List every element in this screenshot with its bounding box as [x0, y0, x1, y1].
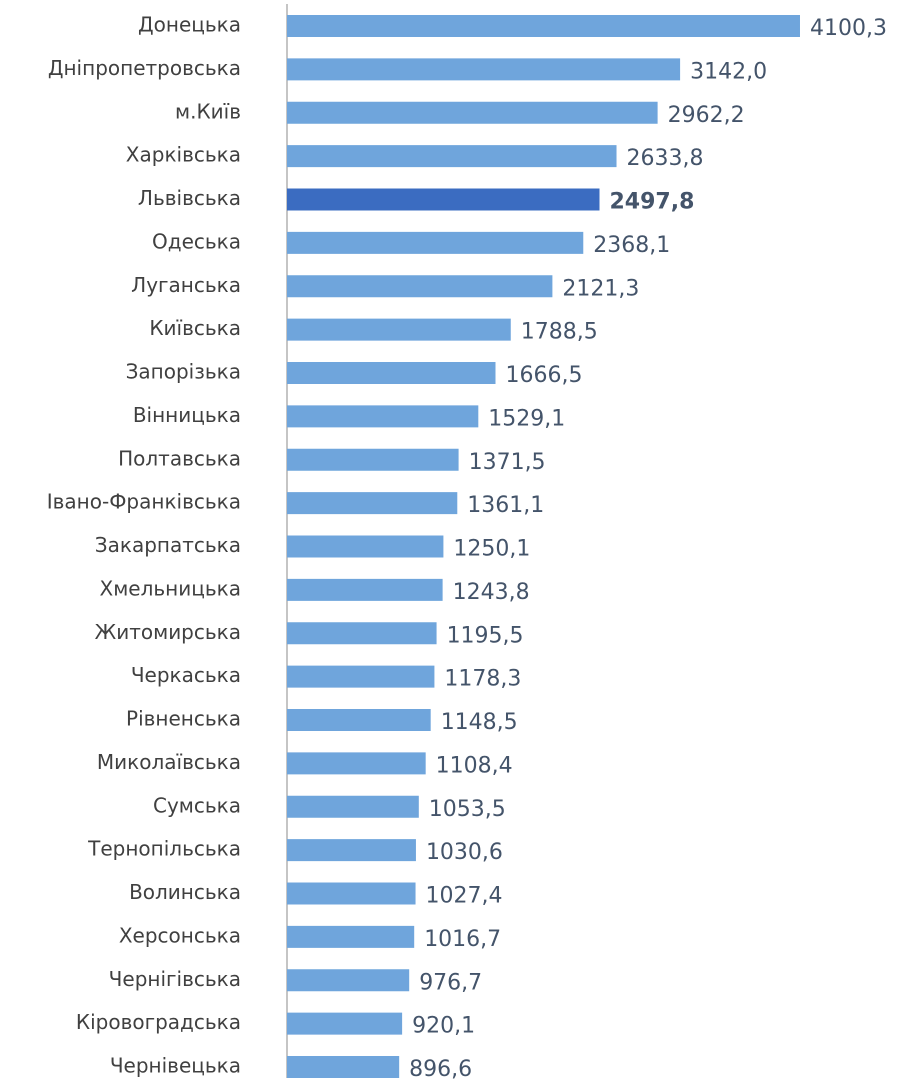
value-label: 2962,2 [668, 103, 745, 128]
y-tick-label: Донецька [138, 13, 241, 37]
bar [287, 231, 584, 254]
y-tick-label: Луганська [131, 273, 241, 297]
value-label: 976,7 [419, 970, 482, 995]
value-label: 1788,5 [521, 320, 598, 345]
value-label: 1361,1 [467, 493, 544, 518]
value-label: 1178,3 [444, 667, 521, 692]
value-label: 1016,7 [424, 927, 501, 952]
y-tick-label: Закарпатська [95, 533, 241, 557]
value-label: 1030,6 [426, 840, 503, 865]
value-label: 2497,8 [610, 190, 695, 215]
bar [287, 188, 600, 211]
value-label: 896,6 [409, 1057, 472, 1080]
y-tick-label: Волинська [129, 880, 241, 904]
y-tick-label: Львівська [138, 186, 241, 210]
bar [287, 101, 658, 124]
bar [287, 795, 419, 818]
y-tick-label: Івано-Франківська [47, 490, 241, 514]
bar [287, 578, 443, 601]
bar [287, 709, 431, 731]
bar [287, 405, 479, 428]
y-tick-label: Дніпропетровська [48, 56, 241, 80]
value-label: 1108,4 [436, 753, 513, 778]
y-tick-label: Миколаївська [97, 750, 241, 774]
value-label: 920,1 [412, 1014, 475, 1039]
y-tick-label: Черкаська [131, 663, 241, 687]
y-tick-label: Тернопільська [87, 837, 241, 861]
bar [287, 318, 511, 341]
bar [287, 362, 496, 384]
y-tick-label: Хмельницька [100, 576, 241, 600]
bar [287, 665, 435, 688]
y-tick-label: Сумська [153, 793, 241, 817]
value-label: 1027,4 [426, 884, 503, 909]
bar [287, 1056, 400, 1078]
bar [287, 448, 459, 471]
value-label: 3142,0 [690, 59, 767, 84]
bar [287, 882, 416, 905]
value-label: 1243,8 [453, 580, 530, 605]
value-label: 4100,3 [810, 16, 887, 41]
bar [287, 622, 437, 645]
value-label: 2121,3 [562, 276, 639, 301]
y-tick-label: Харківська [126, 143, 241, 167]
value-label: 2633,8 [627, 146, 704, 171]
bar [287, 275, 553, 298]
y-tick-label: Київська [149, 316, 241, 340]
value-label: 1195,5 [447, 623, 524, 648]
y-tick-label: Вінницька [133, 403, 241, 427]
bar [287, 925, 415, 948]
value-label: 1371,5 [469, 450, 546, 475]
value-label: 2368,1 [593, 233, 670, 258]
y-tick-label: м.Київ [175, 99, 241, 123]
value-label: 1529,1 [488, 406, 565, 431]
value-label: 1148,5 [441, 710, 518, 735]
y-tick-label: Рівненська [126, 707, 241, 731]
bar [287, 535, 444, 558]
y-tick-label: Житомирська [95, 620, 241, 644]
y-tick-label: Чернігівська [109, 967, 241, 991]
y-tick-label: Запорізька [126, 360, 241, 384]
y-tick-label: Чернівецька [110, 1054, 241, 1078]
value-label: 1053,5 [429, 797, 506, 822]
bar [287, 145, 617, 168]
bar [287, 15, 800, 37]
bar [287, 492, 458, 515]
y-tick-label: Полтавська [118, 446, 241, 470]
y-tick-label: Одеська [152, 229, 241, 253]
value-label: 1250,1 [453, 537, 530, 562]
bar [287, 839, 416, 862]
y-tick-label: Кіровоградська [76, 1010, 241, 1034]
y-tick-label: Херсонська [119, 923, 241, 947]
bar [287, 752, 426, 775]
bar [287, 1012, 403, 1035]
value-label: 1666,5 [505, 363, 582, 388]
bar [287, 969, 410, 992]
bar [287, 58, 681, 81]
